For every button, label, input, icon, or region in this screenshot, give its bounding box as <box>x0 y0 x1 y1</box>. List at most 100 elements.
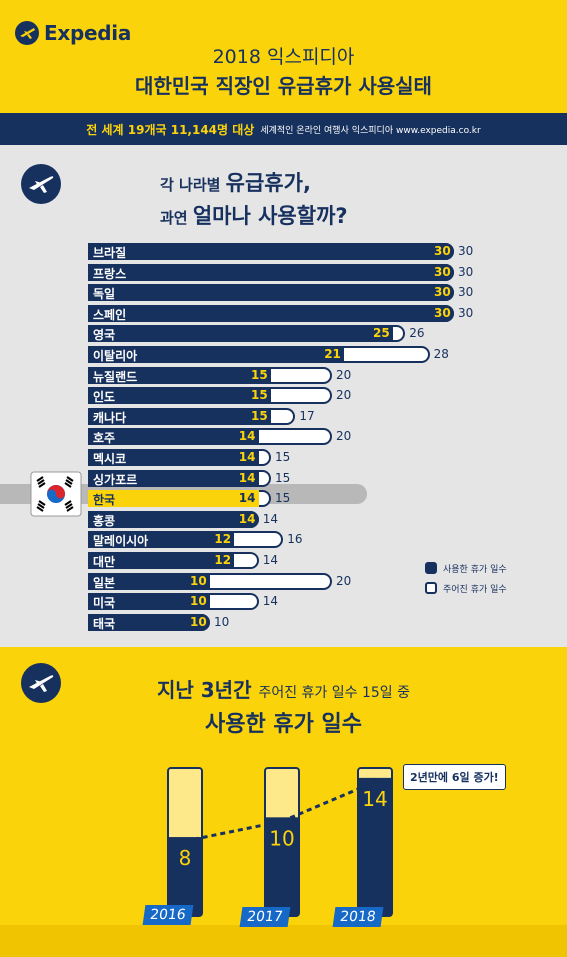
used-bar <box>88 449 259 466</box>
header <box>0 0 567 113</box>
increase-note: 2년만에 6일 증가! <box>403 764 506 790</box>
trend-arrow-icon <box>364 777 375 789</box>
used-bar <box>88 469 259 487</box>
section2-title-small: 주어진 휴가 일수 15일 중 <box>258 685 410 701</box>
used-bar <box>88 387 271 405</box>
used-value-label: 25 <box>373 326 390 341</box>
used-bar <box>88 593 210 611</box>
used-value-label: 12 <box>214 532 232 547</box>
country-label: 독일 <box>93 287 116 302</box>
used-bar <box>88 552 235 569</box>
country-label: 뉴질랜드 <box>93 369 138 384</box>
used-value-label: 14 <box>238 511 256 526</box>
country-label: 스페인 <box>93 307 127 322</box>
given-value-label: 15 <box>275 470 291 485</box>
question-line1: 각 나라별 유급휴가, <box>160 167 311 197</box>
given-value-label: 20 <box>336 367 352 382</box>
band-main-text: 전 세계 19개국 11,144명 대상 <box>86 122 255 137</box>
legend-used-swatch <box>425 562 437 574</box>
used-value-label: 10 <box>190 614 207 629</box>
country-label: 인도 <box>93 390 116 405</box>
used-value-label: 12 <box>214 553 232 567</box>
question-big: 유급휴가, <box>225 171 311 195</box>
used-value-label: 14 <box>238 470 256 485</box>
title-line1: 2018 익스피디아 <box>212 46 355 68</box>
used-bar <box>88 407 271 425</box>
used-value-label: 21 <box>324 347 341 361</box>
used-bar <box>88 263 454 281</box>
used-bar <box>88 572 210 590</box>
given-value-label: 17 <box>299 408 315 423</box>
used-value-label: 15 <box>251 367 268 382</box>
country-label: 일본 <box>93 575 116 590</box>
title-line2: 대한민국 직장인 유급휴가 사용실태 <box>135 74 432 98</box>
used-bar <box>88 510 259 528</box>
used-value-label: 30 <box>434 305 451 320</box>
expedia-globe-icon <box>15 21 39 45</box>
used-value-label: 10 <box>190 573 207 588</box>
given-value-label: 10 <box>214 614 230 629</box>
year-label: 2018 <box>332 907 384 927</box>
given-value-label: 14 <box>262 594 279 609</box>
legend-given-label: 주어진 휴가 일수 <box>443 584 507 595</box>
used-bar <box>88 490 259 508</box>
legend-used: 사용한 휴가 일수 <box>425 558 507 578</box>
used-bar <box>88 304 454 322</box>
legend-given: 주어진 휴가 일수 <box>425 578 507 598</box>
used-value-label: 14 <box>238 450 256 464</box>
expedia-logo[interactable]: Expedia <box>14 20 131 46</box>
given-value-label: 20 <box>336 573 352 588</box>
country-label: 싱가포르 <box>93 472 138 487</box>
year-value-label: 8 <box>179 846 192 870</box>
year-bar-value <box>168 837 202 916</box>
used-value-label: 10 <box>190 594 207 609</box>
given-value-label: 15 <box>275 450 291 464</box>
used-value-label: 14 <box>238 491 256 506</box>
given-value-label: 30 <box>458 285 474 300</box>
country-label: 미국 <box>93 596 116 611</box>
used-bar <box>88 531 235 549</box>
brand-name: Expedia <box>44 21 132 45</box>
country-label: 이탈리아 <box>93 349 138 363</box>
country-label: 영국 <box>93 328 116 343</box>
legend-used-label: 사용한 휴가 일수 <box>443 564 507 575</box>
used-bar <box>88 346 345 363</box>
used-bar <box>88 613 210 631</box>
survey-band: 전 세계 19개국 11,144명 대상 세계적인 온라인 여행사 익스피디아 … <box>0 113 567 145</box>
country-label: 말레이시아 <box>93 534 149 549</box>
legend: 사용한 휴가 일수 주어진 휴가 일수 <box>425 558 507 598</box>
country-label: 프랑스 <box>93 266 127 281</box>
year-bar-value <box>265 817 299 916</box>
country-label: 멕시코 <box>93 452 127 466</box>
plane-icon <box>21 164 61 204</box>
given-value-label: 30 <box>458 244 474 258</box>
question-small: 각 나라별 <box>160 176 221 194</box>
section2-title-line1: 지난 3년간 주어진 휴가 일수 15일 중 <box>0 674 567 703</box>
question-big-2: 얼마나 사용할까? <box>192 204 348 228</box>
used-value-label: 30 <box>434 285 451 300</box>
used-value-label: 30 <box>434 244 451 258</box>
section2-title-line2: 사용한 휴가 일수 <box>205 712 362 737</box>
country-label: 대만 <box>93 555 116 569</box>
given-value-label: 20 <box>336 429 352 444</box>
given-value-label: 16 <box>287 532 303 547</box>
used-bar <box>88 284 454 302</box>
question-line2: 과연 얼마나 사용할까? <box>160 200 348 230</box>
given-value-label: 28 <box>433 347 449 361</box>
given-value-label: 30 <box>458 305 474 320</box>
used-value-label: 15 <box>251 408 268 423</box>
question-small-2: 과연 <box>160 209 188 227</box>
used-bar <box>88 428 259 446</box>
year-value-label: 14 <box>362 787 387 811</box>
year-label: 2017 <box>239 907 291 927</box>
bottom-strip <box>0 925 567 957</box>
used-bar <box>88 325 393 343</box>
year-bar-value <box>358 777 392 916</box>
used-bar <box>88 243 454 260</box>
country-label: 브라질 <box>93 246 127 260</box>
used-value-label: 14 <box>238 429 256 444</box>
country-label: 태국 <box>93 616 116 631</box>
yearly-bar-chart: 8 10 14 <box>167 767 393 917</box>
given-value-label: 26 <box>409 326 425 341</box>
country-label: 홍콩 <box>93 513 116 528</box>
